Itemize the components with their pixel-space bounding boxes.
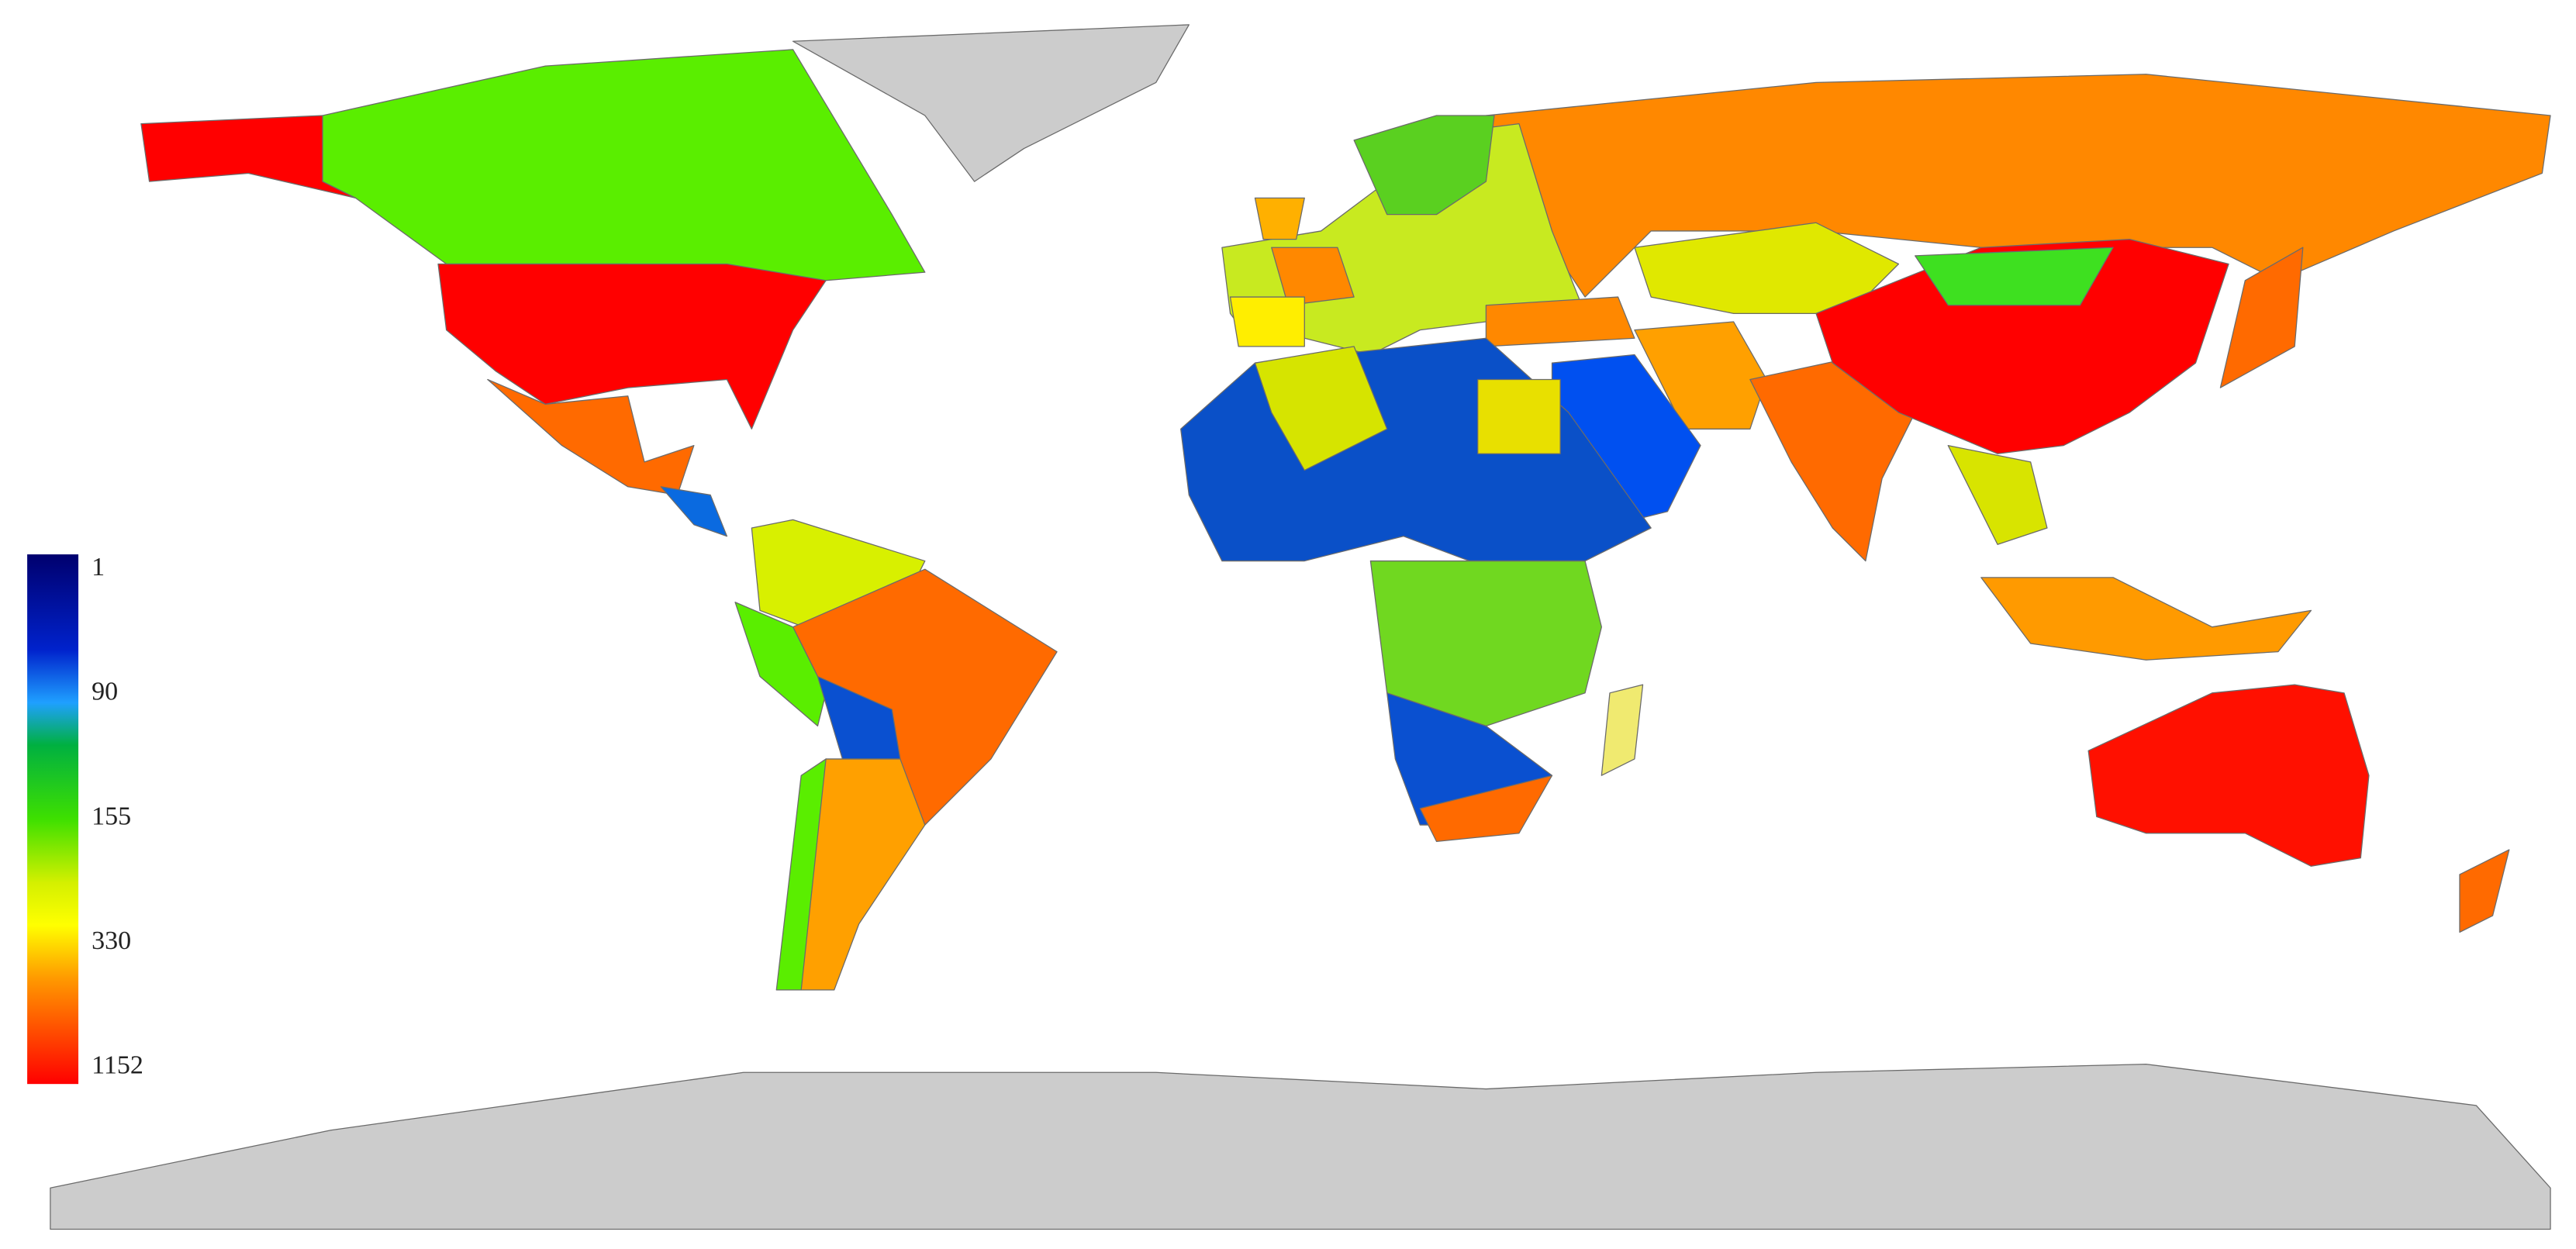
- mexico: [487, 378, 695, 496]
- greenland: [792, 24, 1190, 182]
- indonesia: [1980, 577, 2312, 661]
- china: [1815, 238, 2229, 454]
- countries: [50, 24, 2551, 1230]
- scandinavia: [1353, 115, 1495, 216]
- legend-tick-label: 90: [92, 678, 118, 706]
- france: [1271, 247, 1355, 306]
- turkey: [1485, 296, 1635, 347]
- central-america: [660, 486, 728, 537]
- legend-tick-label: 1152: [92, 1051, 143, 1080]
- color-scale: [27, 554, 79, 1085]
- new-zealand: [2459, 849, 2510, 933]
- usa: [437, 263, 827, 430]
- peru: [734, 602, 827, 727]
- australia: [2087, 684, 2370, 867]
- south-africa: [1419, 775, 1553, 842]
- southeast-asia: [1947, 444, 2048, 545]
- japan: [2219, 247, 2304, 388]
- egypt: [1477, 378, 1561, 454]
- legend-tick-label: 155: [92, 802, 131, 830]
- antarctica: [50, 1064, 2551, 1230]
- uk: [1254, 197, 1305, 240]
- legend-tick-label: 1: [92, 553, 105, 581]
- legend: 1 90 155 330 1152: [27, 553, 143, 1085]
- madagascar: [1601, 684, 1644, 776]
- spain: [1229, 296, 1305, 347]
- mongolia: [1915, 247, 2114, 306]
- chile: [775, 758, 827, 991]
- algeria: [1254, 346, 1388, 471]
- legend-tick-label: 330: [92, 926, 131, 955]
